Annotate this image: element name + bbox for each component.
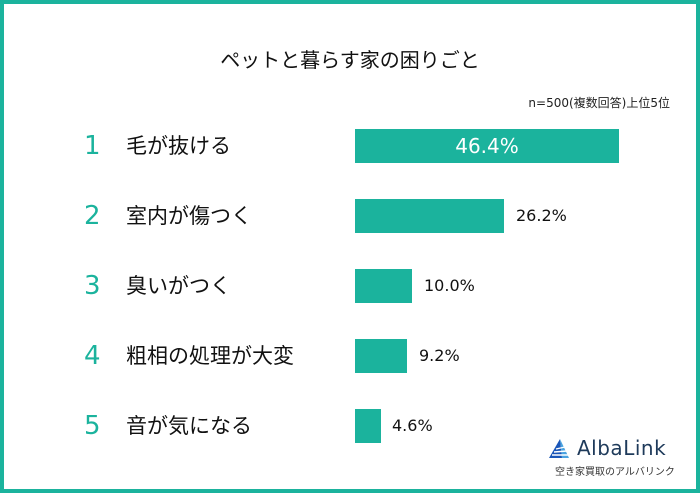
rank-number: 3 bbox=[84, 271, 101, 301]
bar bbox=[355, 199, 504, 233]
value-label: 46.4% bbox=[455, 134, 519, 158]
logo-name: AlbaLink bbox=[577, 436, 667, 460]
albalink-logo: AlbaLink 空き家買取のアルバリンク bbox=[547, 436, 687, 478]
rank-number: 5 bbox=[84, 411, 101, 441]
mountain-logo-icon bbox=[549, 439, 569, 458]
chart-title: ペットと暮らす家の困りごと bbox=[220, 48, 480, 72]
bar bbox=[355, 129, 619, 163]
bar bbox=[355, 269, 412, 303]
sample-note: n=500(複数回答)上位5位 bbox=[528, 96, 670, 110]
value-label: 4.6% bbox=[392, 416, 433, 435]
category-label: 粗相の処理が大変 bbox=[126, 344, 294, 368]
bar bbox=[355, 339, 407, 373]
chart-row: 1 毛が抜ける 46.4% bbox=[4, 129, 696, 163]
bar bbox=[355, 409, 381, 443]
value-label: 10.0% bbox=[424, 276, 475, 295]
value-label: 9.2% bbox=[419, 346, 460, 365]
category-label: 音が気になる bbox=[126, 414, 252, 438]
category-label: 室内が傷つく bbox=[126, 204, 252, 228]
chart-row: 3 臭いがつく 10.0% bbox=[4, 269, 696, 303]
category-label: 毛が抜ける bbox=[126, 134, 231, 158]
chart-row: 2 室内が傷つく 26.2% bbox=[4, 199, 696, 233]
chart-row: 5 音が気になる 4.6% bbox=[4, 409, 696, 443]
rank-number: 1 bbox=[84, 131, 101, 161]
value-label: 26.2% bbox=[516, 206, 567, 225]
logo-subtitle: 空き家買取のアルバリンク bbox=[555, 467, 675, 478]
chart-row: 4 粗相の処理が大変 9.2% bbox=[4, 339, 696, 373]
rank-number: 2 bbox=[84, 201, 101, 231]
rank-number: 4 bbox=[84, 341, 101, 371]
category-label: 臭いがつく bbox=[126, 274, 231, 298]
